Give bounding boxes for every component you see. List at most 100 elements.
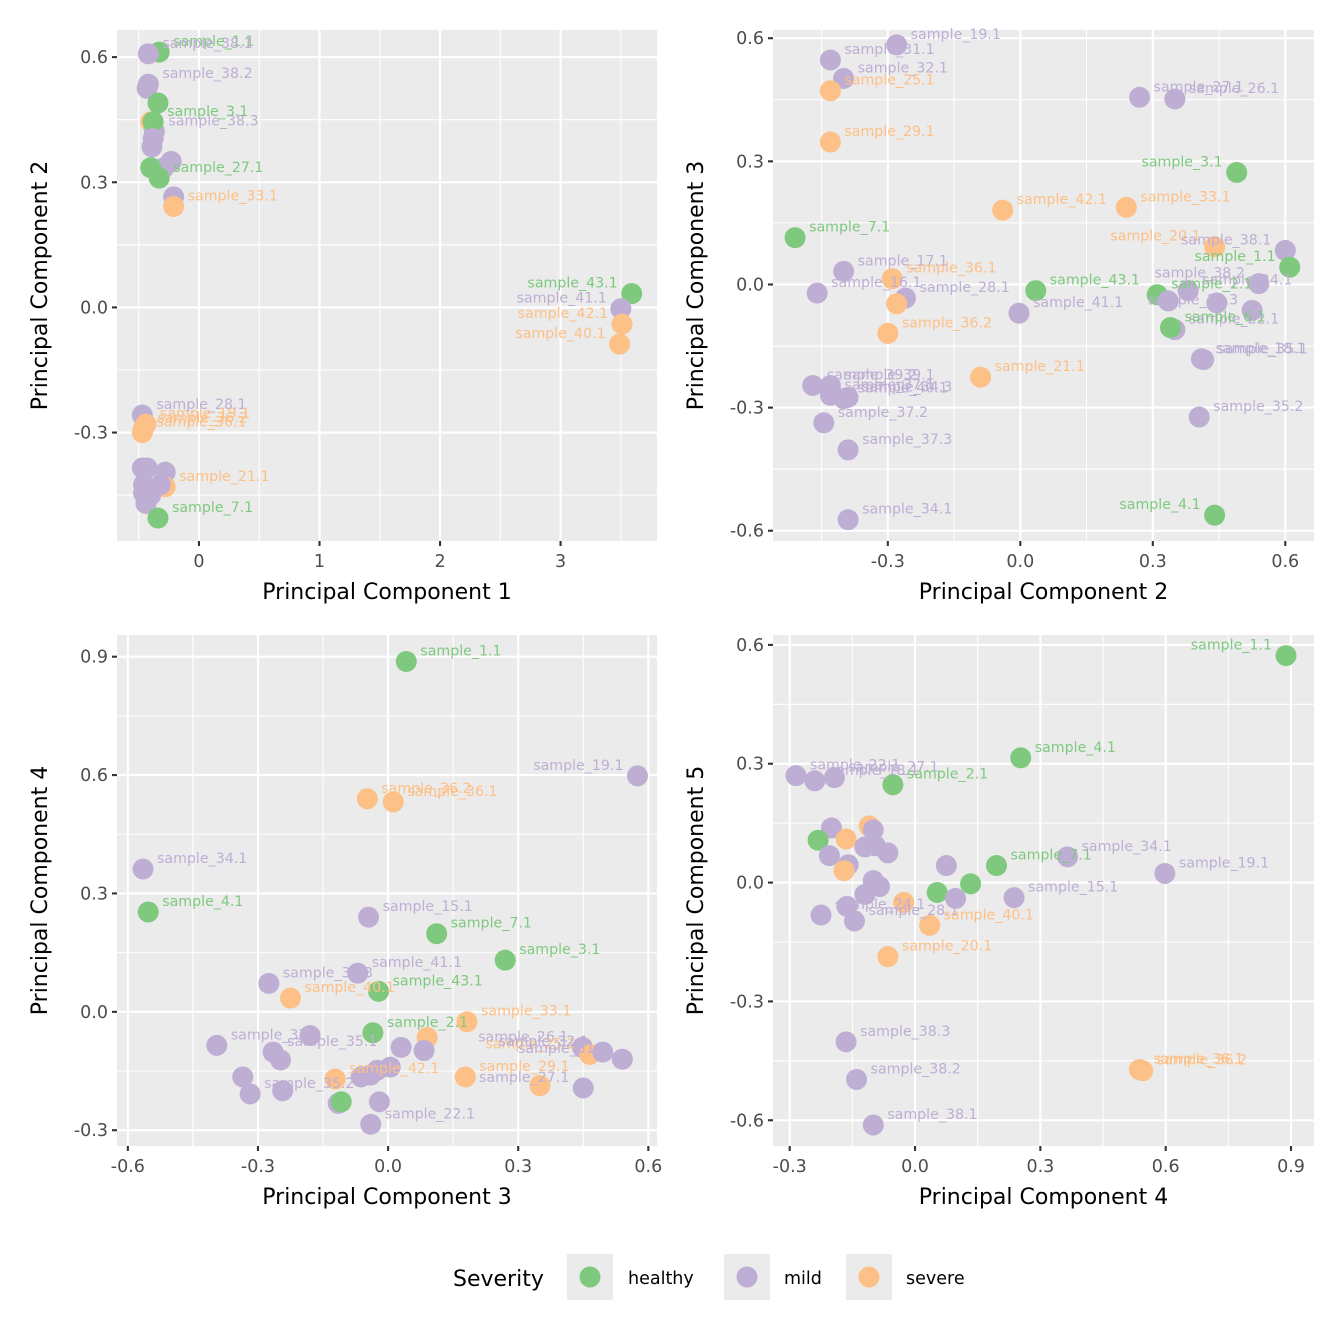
- data-point-mild: [837, 509, 859, 531]
- data-point-mild: [358, 906, 380, 928]
- point-label: sample_31.1: [844, 42, 934, 58]
- point-label: sample_25.1: [486, 1036, 576, 1052]
- points-layer: [784, 34, 1301, 531]
- data-point-severe: [833, 860, 855, 882]
- point-label: sample_7.1: [172, 500, 253, 516]
- data-point-healthy: [986, 855, 1008, 877]
- data-point-severe: [970, 366, 992, 388]
- data-point-healthy: [1010, 747, 1032, 769]
- point-label: sample_37.3: [862, 432, 952, 448]
- y-tick-label: -0.3: [730, 399, 764, 419]
- data-point-mild: [785, 765, 807, 787]
- y-tick-label: 0.0: [80, 1003, 108, 1023]
- data-point-healthy: [426, 923, 448, 945]
- data-point-severe: [279, 987, 301, 1009]
- point-label: sample_39.2: [827, 367, 917, 383]
- point-label: sample_37.2: [838, 405, 928, 421]
- labels-layer: sample_1.1 sample_4.1 sample_22.1sample_18…: [810, 638, 1272, 1123]
- point-label: sample_34.3: [862, 379, 952, 395]
- point-label: sample_35.1: [1218, 342, 1308, 358]
- x-tick-label: 0: [193, 552, 204, 572]
- data-point-mild: [137, 43, 159, 65]
- x-tick-label: 0.9: [1277, 1157, 1305, 1177]
- point-label: sample_43.1: [393, 973, 483, 989]
- point-label: sample_4.1: [1119, 497, 1200, 513]
- data-point-severe: [529, 1075, 551, 1097]
- data-point-mild: [379, 1056, 401, 1078]
- point-label: sample_3.1: [1141, 154, 1222, 170]
- y-tick-label: 0.6: [80, 48, 108, 68]
- data-point-severe: [163, 195, 185, 217]
- data-point-mild: [136, 77, 158, 99]
- data-point-mild: [820, 817, 842, 839]
- point-label: sample_2.1: [907, 767, 988, 783]
- point-label: sample_34.1: [157, 851, 247, 867]
- data-point-healthy: [137, 901, 159, 923]
- point-label: sample_1.1: [173, 34, 254, 50]
- point-label: sample_38.3: [860, 1024, 950, 1040]
- point-label: sample_22.1: [385, 1106, 475, 1122]
- panel-background: [117, 30, 657, 541]
- data-point-severe: [877, 946, 899, 968]
- data-point-severe: [382, 791, 404, 813]
- data-point-mild: [610, 298, 632, 320]
- data-point-mild: [877, 842, 899, 864]
- data-point-mild: [862, 1114, 884, 1136]
- data-point-mild: [136, 457, 158, 479]
- data-point-severe: [877, 322, 899, 344]
- data-point-mild: [846, 1068, 868, 1090]
- x-tick-label: -0.6: [111, 1157, 145, 1177]
- point-label: sample_34.1: [1082, 839, 1172, 855]
- data-point-mild: [833, 388, 855, 410]
- panel-1: 0 1 2 3 -0.3 0.0 0.3 0.6 Principal Component 1 Pr…: [28, 30, 657, 605]
- point-label: sample_41.1: [1033, 295, 1123, 311]
- point-label: sample_21.1: [995, 359, 1085, 375]
- legend-title: Severity: [453, 1267, 544, 1292]
- point-label: sample_18.1: [1215, 341, 1305, 357]
- x-tick-label: 0.3: [1026, 1157, 1054, 1177]
- data-point-severe: [454, 1066, 476, 1088]
- point-label: sample_2.1: [1171, 277, 1252, 293]
- data-point-mild: [258, 972, 280, 994]
- point-label: sample_19.1: [533, 758, 623, 774]
- y-tick-label: 0.0: [736, 874, 764, 894]
- point-label: sample_36.1: [156, 415, 246, 431]
- y-axis-title: Principal Component 5: [684, 766, 709, 1015]
- point-label: sample_36.1: [906, 261, 996, 277]
- legend-item-severe: severe: [846, 1254, 965, 1300]
- point-label: sample_37.1: [844, 377, 934, 393]
- point-label: sample_2.1: [387, 1015, 468, 1031]
- y-tick-label: 0.0: [736, 275, 764, 295]
- x-tick-label: 1: [314, 552, 325, 572]
- data-point-healthy: [1279, 256, 1301, 278]
- point-label: sample_31.1: [518, 1041, 608, 1057]
- x-axis-title: Principal Component 2: [919, 580, 1168, 605]
- point-label: sample_28.1: [868, 903, 958, 919]
- data-point-severe: [1132, 1060, 1154, 1082]
- y-tick-label: 0.6: [736, 636, 764, 656]
- data-point-healthy: [882, 774, 904, 796]
- data-point-mild: [270, 1049, 292, 1071]
- data-point-mild: [1188, 406, 1210, 428]
- point-label: sample_3.1: [167, 104, 248, 120]
- y-tick-label: 0.0: [80, 298, 108, 318]
- point-label: sample_35.2: [1213, 399, 1303, 415]
- y-tick-label: 0.6: [736, 29, 764, 49]
- point-label: sample_43.1: [1050, 273, 1140, 289]
- point-label: sample_42.1: [349, 1061, 439, 1077]
- point-label: sample_38.3: [168, 113, 258, 129]
- data-point-mild: [390, 1036, 412, 1058]
- point-label: sample_19.1: [160, 406, 250, 422]
- x-tick-label: 0.3: [504, 1157, 532, 1177]
- point-label: sample_29.1: [844, 124, 934, 140]
- data-point-mild: [810, 904, 832, 926]
- y-axis-title: Principal Component 3: [684, 161, 709, 410]
- point-label: sample_38.1: [162, 36, 252, 52]
- data-point-severe: [886, 293, 908, 315]
- data-point-healthy: [960, 873, 982, 895]
- data-point-mild: [843, 910, 865, 932]
- point-label: sample_25.1: [844, 73, 934, 89]
- data-point-healthy: [362, 1022, 384, 1044]
- data-point-mild: [413, 1040, 435, 1062]
